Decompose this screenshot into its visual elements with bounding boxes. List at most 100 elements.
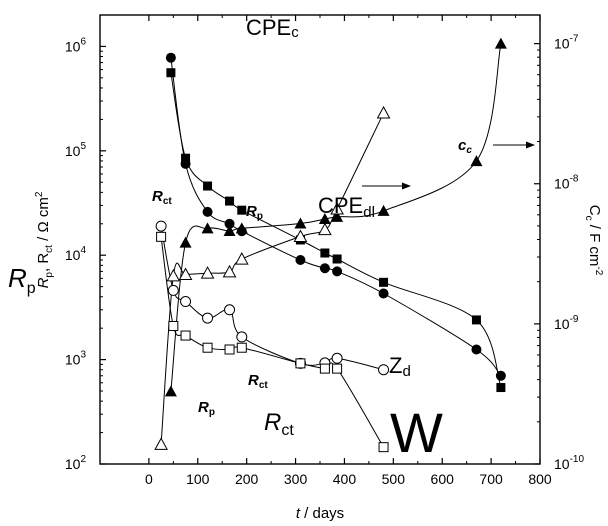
annotation-rp-upper-sub: p — [257, 211, 263, 222]
annotation-z-d-sub: d — [402, 363, 410, 380]
annotation-cpe-c-main: CPE — [246, 15, 291, 40]
annotation-rct-lower-main: R — [248, 372, 259, 389]
annotation-c-c-sub: c — [466, 145, 472, 156]
data-point-open-square — [168, 320, 179, 331]
annotation-rp-lower-sub: p — [209, 407, 215, 418]
data-point-open-triangle — [166, 268, 181, 282]
y-left-title-unit: / Ω cm — [35, 197, 52, 245]
y-left-tick-label: 104 — [65, 245, 87, 263]
y-left-tick-label: 105 — [65, 141, 87, 159]
y-left-tick-label: 106 — [65, 36, 87, 54]
data-point-filled-square — [181, 153, 191, 163]
y-right-title-c: C — [586, 205, 603, 216]
data-point-open-circle — [180, 296, 192, 308]
annotation-w: W — [390, 401, 443, 464]
y-left-tick-label: 103 — [65, 350, 87, 368]
data-point-filled-triangle — [201, 222, 214, 234]
annotation-rp-lower: Rp — [198, 399, 215, 418]
fit-curve — [160, 112, 385, 445]
annotation-rp-left: Rp — [8, 263, 36, 297]
data-point-filled-triangle — [470, 155, 483, 167]
data-point-filled-square — [237, 205, 247, 215]
annotation-rp-lower-main: R — [198, 399, 209, 416]
data-point-open-circle — [331, 352, 343, 364]
x-axis-title-var: t — [296, 505, 301, 522]
data-point-open-triangle — [154, 437, 168, 450]
data-point-filled-circle — [471, 344, 482, 355]
annotation-c-c: cc — [458, 137, 472, 156]
data-point-open-square — [180, 330, 191, 341]
data-point-filled-triangle — [331, 210, 344, 222]
data-point-filled-circle — [165, 52, 176, 63]
data-point-filled-circle — [378, 288, 389, 299]
annotation-cpe-c-sub: c — [291, 24, 299, 41]
x-tick-label: 400 — [333, 471, 357, 487]
data-point-filled-triangle — [318, 213, 331, 225]
data-point-filled-circle — [332, 266, 343, 277]
data-point-open-square — [156, 231, 167, 242]
data-point-filled-triangle — [179, 236, 192, 248]
data-point-filled-square — [166, 68, 176, 78]
data-point-open-circle — [202, 312, 214, 324]
data-point-open-triangle — [318, 222, 332, 236]
data-point-open-circle — [378, 364, 390, 376]
annotation-z-d-main: Z — [389, 353, 402, 378]
annotation-rp-left-main: R — [8, 263, 27, 293]
y-right-title-sub: c — [583, 216, 594, 221]
data-point-open-triangle — [200, 266, 215, 279]
data-point-open-triangle — [293, 229, 308, 243]
data-point-filled-square — [496, 383, 506, 393]
data-point-open-triangle — [234, 252, 249, 265]
annotation-c-c-main: c — [458, 137, 467, 154]
data-point-filled-circle — [295, 254, 306, 265]
y-left-axis-ticks: 102 103 104 105 106 — [65, 14, 106, 472]
annotation-rct-lower-sub: ct — [259, 380, 269, 391]
fit-curve — [160, 226, 384, 371]
data-point-open-square — [202, 342, 213, 353]
x-tick-label: 500 — [382, 471, 406, 487]
annotation-rct-big-sub: ct — [281, 422, 294, 439]
annotation-z-d: Zd — [389, 353, 411, 380]
x-tick-label: 800 — [528, 471, 552, 487]
data-point-filled-square — [203, 181, 213, 191]
y-right-axis-title: Cc / F cm-2 — [583, 205, 604, 276]
y-left-title-sub2: ct — [44, 245, 55, 253]
data-point-filled-circle — [319, 263, 330, 274]
y-right-title-unit: / F cm — [586, 221, 603, 267]
y-left-axis-title: Rp, Rct / Ω cm2 — [34, 191, 55, 288]
data-point-open-triangle — [222, 264, 237, 278]
y-left-title-sep: , R — [35, 253, 52, 272]
annotation-rct-lower: Rct — [248, 372, 268, 391]
annotation-cpe-dl-arrow — [362, 182, 411, 190]
fit-curve — [170, 72, 502, 388]
x-tick-label: 0 — [145, 471, 153, 487]
annotation-rct-upper-main: R — [152, 188, 163, 205]
annotation-rct-big-main: R — [264, 409, 281, 436]
y-right-tick-label: 10-8 — [554, 174, 579, 192]
data-point-filled-circle — [202, 206, 213, 217]
annotation-rp-upper: Rp — [246, 203, 263, 222]
data-point-filled-triangle — [377, 204, 390, 216]
y-left-title-sub1: p — [44, 272, 55, 278]
y-right-title-exp: -2 — [593, 266, 604, 275]
data-point-open-circle — [236, 331, 248, 343]
annotation-cpe-dl: CPEdl — [318, 193, 375, 221]
data-point-filled-triangle — [223, 224, 236, 236]
data-point-open-square — [236, 342, 247, 353]
x-axis-ticks: 0 100 200 300 400 500 600 700 800 — [145, 15, 552, 487]
data-point-filled-triangle — [294, 217, 307, 229]
annotation-cpe-dl-main: CPE — [318, 193, 363, 218]
annotation-cpe-c: CPEc — [246, 15, 299, 41]
data-point-filled-square — [225, 196, 235, 206]
x-axis-title-unit: / days — [300, 505, 344, 522]
data-point-filled-square — [320, 248, 330, 258]
data-point-filled-square — [471, 315, 481, 325]
y-left-title-exp: 2 — [34, 191, 45, 197]
y-right-tick-label: 10-9 — [554, 314, 579, 332]
data-point-open-square — [319, 363, 330, 374]
y-left-title-r1: R — [35, 277, 52, 288]
y-left-tick-label: 102 — [65, 454, 87, 472]
fit-curves — [160, 43, 502, 448]
x-axis-title: t / days — [296, 505, 344, 522]
data-point-open-square — [378, 442, 389, 453]
